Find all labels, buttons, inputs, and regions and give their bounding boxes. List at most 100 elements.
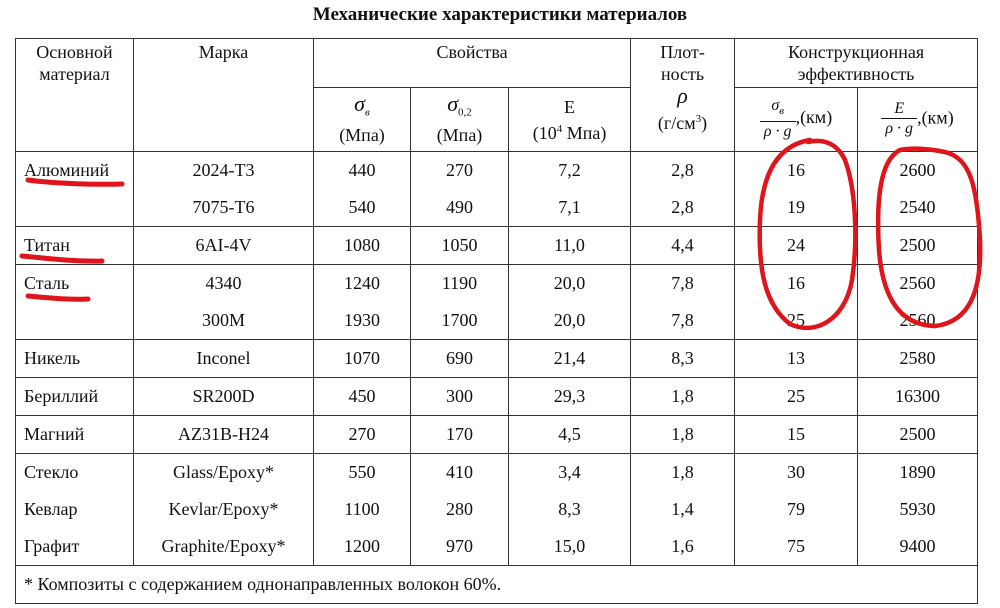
- specific-stiffness-cell: 1890 5930 9400: [857, 453, 979, 566]
- header-specific-strength: σв ρ · g ,(км): [734, 87, 859, 152]
- cell-value: 690: [446, 348, 473, 368]
- grade-cell: SR200D: [133, 377, 314, 416]
- rho-symbol: ρ: [677, 83, 688, 108]
- modulus-cell: 11,0: [507, 226, 632, 265]
- cell-value: 3,4: [558, 462, 581, 482]
- cell-value: 1100: [344, 499, 380, 519]
- cell-value: 21,4: [553, 348, 586, 368]
- cell-value: AZ31B-H24: [178, 424, 269, 444]
- cell-value: Титан: [24, 235, 70, 255]
- cell-value: 5930: [899, 499, 936, 519]
- specific-strength-cell: 25: [734, 377, 859, 416]
- cell-value: Никель: [24, 348, 81, 368]
- cell-value: 2500: [899, 235, 936, 255]
- cell-value: 29,3: [553, 386, 586, 406]
- cell-value: 16300: [895, 386, 941, 406]
- material-cell: Стекло Кевлар Графит: [15, 453, 134, 566]
- specific-stiffness-cell: 2600 2540: [857, 151, 979, 227]
- circle-specific-stiffness: [875, 146, 983, 329]
- cell-value: 7,2: [558, 160, 581, 180]
- cell-value: 280: [446, 499, 473, 519]
- cell-value: 1,8: [671, 462, 694, 482]
- cell-value: 2500: [899, 424, 936, 444]
- table-row: Магний AZ31B-H24 270 170 4,5 1,8 15 2500: [15, 415, 979, 454]
- density-unit: (г/см3): [657, 113, 708, 133]
- cell-value: Kevlar/Epoxy*: [168, 499, 279, 519]
- cell-value: 24: [787, 235, 806, 255]
- grade-cell: Glass/Epoxy* Kevlar/Epoxy* Graphite/Epoxy*: [133, 453, 314, 566]
- footnote: * Композиты с содержанием однонаправленн…: [14, 565, 979, 604]
- cell-value: 1,4: [671, 499, 694, 519]
- cell-value: SR200D: [192, 386, 255, 406]
- specific-strength-cell: 16 19: [734, 151, 859, 227]
- cell-value: 16: [787, 273, 806, 293]
- cell-value: 2,8: [671, 197, 694, 217]
- cell-value: Graphite/Epoxy*: [161, 536, 286, 556]
- sigma-02-cell: 270 490: [410, 151, 509, 227]
- cell-value: 1,6: [671, 536, 694, 556]
- cell-value: Магний: [24, 424, 85, 444]
- cell-value: 20,0: [553, 310, 586, 330]
- underline-aluminum: [25, 177, 125, 187]
- underline-steel: [25, 293, 91, 302]
- specific-stiffness-cell: 2580: [857, 339, 979, 378]
- header-modulus: E (104 Мпа): [507, 87, 632, 152]
- cell-value: 1080: [344, 235, 380, 255]
- cell-value: 2024-Т3: [192, 160, 255, 180]
- cell-value: 15,0: [553, 536, 586, 556]
- cell-value: 1050: [441, 235, 478, 255]
- sigma-b-cell: 550 1100 1200: [313, 453, 411, 566]
- sigma-02-cell: 1050: [410, 226, 509, 265]
- sigma-b-cell: 1080: [313, 226, 411, 265]
- cell-value: 550: [348, 462, 376, 482]
- grade-cell: AZ31B-H24: [133, 415, 314, 454]
- cell-value: 540: [348, 197, 376, 217]
- cell-value: 1,8: [671, 386, 694, 406]
- cell-value: 270: [446, 160, 473, 180]
- underline-titanium: [19, 253, 105, 264]
- cell-value: 8,3: [558, 499, 581, 519]
- modulus-cell: 3,4 8,3 15,0: [507, 453, 632, 566]
- cell-value: 11,0: [554, 235, 585, 255]
- grade-cell: 4340 300M: [133, 264, 314, 340]
- cell-value: 6AI-4V: [195, 235, 252, 255]
- circle-specific-strength: [757, 137, 858, 331]
- cell-value: 79: [787, 499, 806, 519]
- sigma-b-cell: 1240 1930: [313, 264, 411, 340]
- cell-value: 2540: [899, 197, 936, 217]
- cell-value: 2580: [899, 348, 936, 368]
- cell-value: 270: [348, 424, 376, 444]
- header-density: Плот-ность ρ (г/см3): [630, 38, 736, 152]
- cell-value: 450: [348, 386, 376, 406]
- cell-value: 4,5: [558, 424, 581, 444]
- cell-value: 25: [787, 386, 806, 406]
- cell-value: 970: [446, 536, 473, 556]
- cell-value: 19: [787, 197, 806, 217]
- grade-cell: 2024-Т3 7075-Т6: [133, 151, 314, 227]
- cell-value: 1070: [344, 348, 380, 368]
- cell-value: 1930: [344, 310, 380, 330]
- cell-value: 15: [787, 424, 806, 444]
- cell-value: 1890: [899, 462, 936, 482]
- cell-value: 170: [446, 424, 473, 444]
- cell-value: 30: [787, 462, 806, 482]
- material-cell: Никель: [15, 339, 134, 378]
- header-density-label: Плот-ность: [660, 42, 705, 84]
- cell-value: 1700: [441, 310, 478, 330]
- cell-value: Бериллий: [24, 386, 99, 406]
- cell-value: 1190: [441, 273, 478, 293]
- cell-value: 300: [446, 386, 473, 406]
- cell-value: Glass/Epoxy*: [173, 462, 274, 482]
- specific-stiffness-cell: 2500: [857, 415, 979, 454]
- table-row: Алюминий 2024-Т3 7075-Т6 440 540 270 490 7,2 7,1…: [15, 151, 979, 227]
- cell-value: Сталь: [24, 273, 70, 293]
- table-row: Никель Inconel 1070 690 21,4 8,3 13 2580: [15, 339, 979, 378]
- cell-value: 410: [446, 462, 473, 482]
- header-efficiency: Конструкционная эффективность: [734, 38, 979, 88]
- cell-value: 20,0: [553, 273, 586, 293]
- specific-stiffness-cell: 2560 2560: [857, 264, 979, 340]
- cell-value: 16: [787, 160, 806, 180]
- cell-value: 440: [348, 160, 376, 180]
